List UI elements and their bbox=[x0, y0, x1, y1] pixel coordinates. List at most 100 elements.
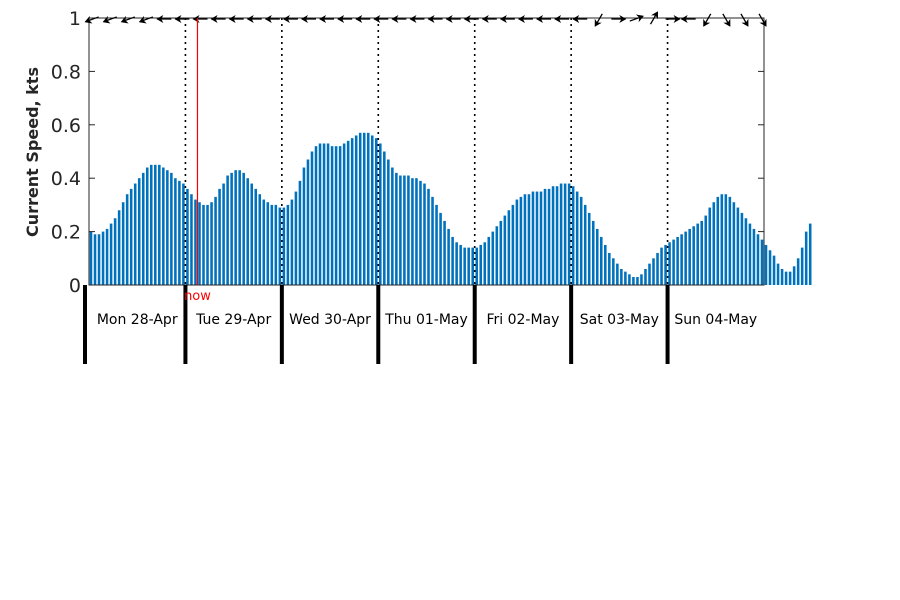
speed-bar bbox=[89, 231, 93, 285]
y-tick-label: 0.4 bbox=[51, 168, 81, 190]
direction-arrow bbox=[680, 15, 696, 23]
speed-bar bbox=[495, 226, 499, 285]
speed-bar bbox=[640, 274, 643, 285]
speed-bar bbox=[583, 204, 587, 285]
speed-bar bbox=[599, 236, 603, 285]
speed-bar bbox=[680, 234, 683, 285]
speed-bar bbox=[656, 252, 659, 285]
speed-bar bbox=[182, 183, 185, 285]
speed-bar bbox=[282, 207, 286, 285]
arrow-head bbox=[228, 15, 236, 23]
speed-bar bbox=[571, 186, 575, 285]
arrow-head bbox=[337, 15, 345, 23]
speed-bar bbox=[760, 239, 764, 285]
speed-bar bbox=[796, 258, 800, 285]
arrow-head bbox=[409, 15, 417, 23]
direction-arrow bbox=[611, 15, 627, 23]
speed-bar bbox=[133, 183, 137, 285]
speed-bar bbox=[254, 188, 258, 285]
arrow-head bbox=[210, 15, 218, 23]
speed-bar bbox=[579, 196, 583, 285]
direction-arrows bbox=[84, 11, 767, 27]
arrow-head bbox=[174, 15, 182, 23]
speed-bar bbox=[684, 231, 687, 285]
speed-bar bbox=[362, 132, 366, 285]
speed-bar bbox=[222, 183, 225, 285]
speed-bar bbox=[616, 263, 619, 285]
speed-bar bbox=[358, 132, 362, 285]
speed-bar bbox=[491, 231, 495, 285]
speed-bar bbox=[608, 252, 611, 285]
now-label: now bbox=[184, 289, 211, 304]
arrow-head bbox=[427, 15, 435, 23]
arrow-head bbox=[84, 15, 93, 24]
y-tick-label: 1 bbox=[69, 8, 81, 30]
speed-bar bbox=[194, 199, 197, 285]
speed-bar bbox=[166, 170, 169, 285]
direction-arrow bbox=[481, 15, 497, 23]
speed-bar bbox=[624, 271, 627, 285]
speed-bar bbox=[101, 231, 105, 285]
speed-bar bbox=[792, 266, 796, 285]
day-separators bbox=[184, 18, 669, 285]
direction-arrow bbox=[373, 15, 389, 23]
arrow-head bbox=[499, 15, 507, 23]
speed-bar bbox=[443, 220, 446, 285]
speed-bar bbox=[595, 228, 599, 285]
speed-bar bbox=[383, 151, 386, 285]
speed-bar bbox=[278, 207, 282, 285]
direction-arrow bbox=[649, 11, 659, 25]
speed-bar bbox=[780, 268, 784, 285]
day-label: Fri 02-May bbox=[486, 312, 559, 328]
speed-bar bbox=[732, 202, 736, 285]
speed-bar bbox=[575, 191, 579, 285]
direction-arrow bbox=[517, 15, 533, 23]
speed-bar bbox=[330, 146, 334, 285]
speed-bar bbox=[262, 199, 266, 285]
speed-bar bbox=[270, 204, 274, 285]
speed-bar bbox=[121, 202, 125, 285]
speed-bar bbox=[214, 196, 217, 285]
direction-arrow bbox=[355, 15, 371, 23]
arrow-head bbox=[741, 18, 749, 27]
speed-bar bbox=[511, 204, 515, 285]
speed-bar bbox=[290, 199, 294, 285]
speed-bar bbox=[716, 196, 720, 285]
speed-bar bbox=[439, 212, 442, 285]
speed-bar bbox=[628, 274, 631, 285]
direction-arrow bbox=[594, 13, 603, 27]
direction-arrow bbox=[337, 15, 353, 23]
speed-bar bbox=[776, 263, 780, 285]
speed-bar bbox=[318, 143, 322, 285]
speed-bar bbox=[451, 236, 454, 285]
speed-bar bbox=[664, 244, 667, 285]
speed-bar bbox=[97, 234, 101, 285]
direction-arrow bbox=[629, 14, 644, 23]
speed-bar bbox=[507, 210, 511, 285]
arrow-head bbox=[651, 11, 659, 20]
speed-bar bbox=[431, 196, 434, 285]
day-label: Sat 03-May bbox=[580, 312, 659, 328]
arrow-head bbox=[120, 15, 129, 24]
speed-bar bbox=[399, 175, 402, 285]
arrow-head bbox=[138, 15, 147, 24]
speed-bar bbox=[154, 164, 157, 285]
speed-bar bbox=[752, 228, 756, 285]
speed-bar bbox=[768, 250, 772, 285]
speed-bar bbox=[704, 215, 708, 285]
speed-bar bbox=[712, 202, 716, 285]
speed-bar bbox=[338, 146, 342, 285]
speed-bar bbox=[145, 167, 149, 285]
speed-bar bbox=[531, 191, 535, 285]
speed-bar bbox=[756, 234, 760, 285]
speed-bar bbox=[354, 135, 358, 285]
speed-bar bbox=[567, 183, 571, 285]
speed-bar bbox=[587, 212, 591, 285]
speed-bar bbox=[403, 175, 406, 285]
y-tick-label: 0.6 bbox=[51, 115, 81, 137]
arrow-head bbox=[463, 15, 471, 23]
speed-bar bbox=[720, 194, 724, 285]
direction-arrow bbox=[120, 15, 136, 24]
speed-bar bbox=[113, 218, 117, 285]
speed-bar bbox=[652, 258, 655, 285]
